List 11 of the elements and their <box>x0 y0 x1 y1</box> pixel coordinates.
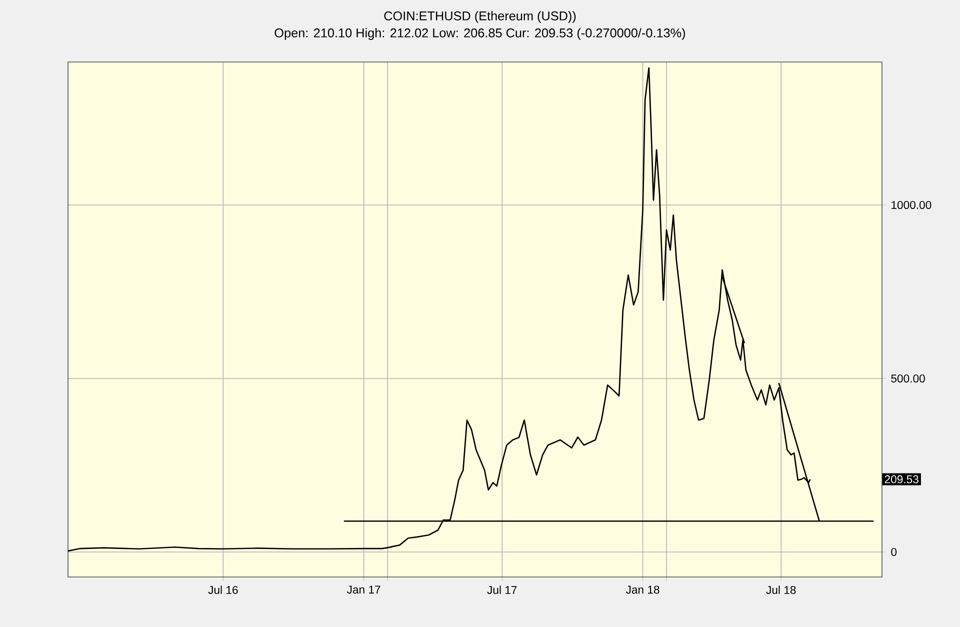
x-tick-label: Jul 16 <box>208 586 238 594</box>
x-tick-label: Jul 17 <box>487 586 517 594</box>
y-tick-label: 0 <box>891 548 897 556</box>
y-tick-label: 1000.00 <box>892 200 932 209</box>
chart-title: COIN:ETHUSD (Ethereum (USD)) <box>384 11 576 23</box>
x-tick-label: Jan 17 <box>346 586 380 594</box>
chart-subtitle: Open: 210.10 High: 212.02 Low: 206.85 Cur: 209.53 (-0.270000/-0.13%) <box>274 28 686 40</box>
y-tick-label: 500.00 <box>891 374 925 382</box>
annotation: 209.53 <box>884 475 918 484</box>
x-tick-label: Jan 18 <box>626 586 660 594</box>
x-tick-label: Jul 18 <box>766 586 796 594</box>
